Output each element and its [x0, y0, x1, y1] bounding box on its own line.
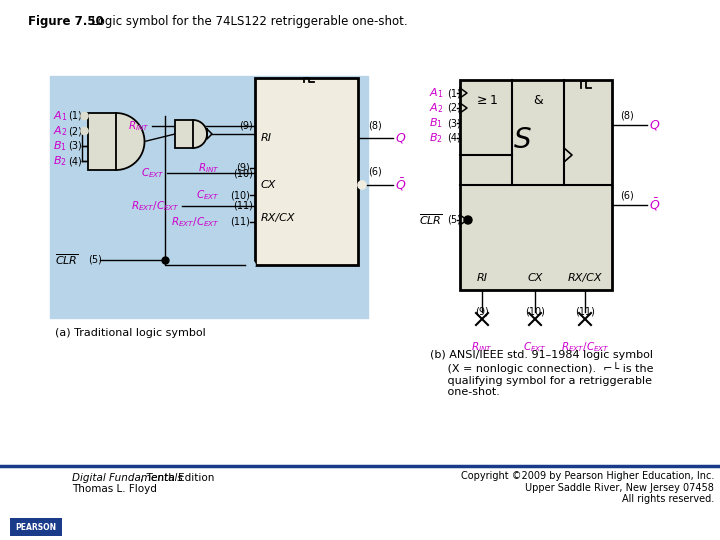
Text: &: & [533, 93, 543, 106]
Circle shape [247, 261, 255, 269]
Text: CX: CX [261, 180, 276, 190]
Polygon shape [116, 113, 145, 170]
Text: (10): (10) [230, 190, 250, 200]
Text: (1): (1) [447, 88, 461, 98]
Text: Digital Fundamentals: Digital Fundamentals [72, 473, 183, 483]
Text: RI: RI [477, 273, 487, 283]
Text: $R_{EXT}/C_{EXT}$: $R_{EXT}/C_{EXT}$ [171, 215, 220, 229]
Text: (11): (11) [230, 217, 250, 227]
Text: (5): (5) [447, 215, 461, 225]
Text: PEARSON: PEARSON [15, 523, 57, 531]
Text: Logic symbol for the 74LS122 retriggerable one-shot.: Logic symbol for the 74LS122 retriggerab… [84, 15, 408, 28]
Bar [175, 120, 193, 148]
Text: (8): (8) [620, 110, 634, 120]
Text: (9): (9) [236, 163, 250, 173]
Text: (10): (10) [233, 168, 253, 178]
Bar [255, 78, 358, 265]
Text: , Tenth Edition: , Tenth Edition [140, 473, 215, 483]
Bar [50, 76, 368, 318]
Text: $B_2$: $B_2$ [53, 154, 67, 168]
Text: $B_1$: $B_1$ [429, 116, 443, 130]
Text: (b) ANSI/IEEE std. 91–1984 logic symbol
     (X = nonlogic connection).  ⌐└ is t: (b) ANSI/IEEE std. 91–1984 logic symbol … [430, 350, 654, 397]
Text: $B_1$: $B_1$ [53, 139, 67, 153]
Text: $R_{EXT}/C_{EXT}$: $R_{EXT}/C_{EXT}$ [131, 199, 180, 213]
Text: $\overline{CLR}$: $\overline{CLR}$ [55, 253, 78, 267]
Text: $\bar{Q}$: $\bar{Q}$ [395, 177, 406, 193]
Text: $A_1$: $A_1$ [53, 109, 68, 123]
Text: (9): (9) [239, 121, 253, 131]
Text: (6): (6) [620, 190, 634, 200]
Circle shape [81, 112, 88, 119]
Bar [88, 113, 116, 170]
Text: (4): (4) [447, 133, 461, 143]
Text: RX/CX: RX/CX [568, 273, 602, 283]
Text: $R_{INT}$: $R_{INT}$ [471, 340, 493, 354]
Text: $Q$: $Q$ [395, 131, 406, 145]
Text: (8): (8) [368, 120, 382, 130]
Text: $\geq$1: $\geq$1 [474, 93, 498, 106]
Circle shape [464, 216, 472, 224]
Text: $A_2$: $A_2$ [53, 124, 68, 138]
Text: (11): (11) [575, 307, 595, 317]
Text: $\overline{CLR}$: $\overline{CLR}$ [419, 213, 443, 227]
Text: (3): (3) [447, 118, 461, 128]
Text: $C_{EXT}$: $C_{EXT}$ [141, 166, 165, 180]
Text: RX/CX: RX/CX [261, 213, 295, 223]
Text: $A_1$: $A_1$ [428, 86, 443, 100]
Text: (2): (2) [447, 103, 461, 113]
Circle shape [358, 181, 366, 189]
Text: Thomas L. Floyd: Thomas L. Floyd [72, 484, 157, 494]
Text: (10): (10) [525, 307, 545, 317]
Polygon shape [193, 120, 207, 148]
Circle shape [81, 127, 88, 134]
Text: $R_{INT}$: $R_{INT}$ [198, 161, 220, 175]
Text: $A_2$: $A_2$ [428, 101, 443, 115]
Text: (3): (3) [68, 141, 82, 151]
Text: CX: CX [527, 273, 543, 283]
Text: RI: RI [261, 133, 272, 143]
Text: (5): (5) [88, 255, 102, 265]
Text: $\mathit{S}$: $\mathit{S}$ [513, 126, 531, 154]
Text: (2): (2) [68, 126, 82, 136]
Text: (9): (9) [475, 307, 489, 317]
Text: $B_2$: $B_2$ [429, 131, 443, 145]
Text: $C_{EXT}$: $C_{EXT}$ [197, 188, 220, 202]
Bar [10, 518, 62, 536]
Text: Figure 7.50: Figure 7.50 [28, 15, 104, 28]
Text: $R_{INT}$: $R_{INT}$ [128, 119, 150, 133]
Text: $\bar{Q}$: $\bar{Q}$ [649, 197, 660, 213]
Bar [460, 80, 612, 290]
Text: $Q$: $Q$ [649, 118, 660, 132]
Text: (1): (1) [68, 111, 82, 121]
Text: Copyright ©2009 by Pearson Higher Education, Inc.
Upper Saddle River, New Jersey: Copyright ©2009 by Pearson Higher Educat… [461, 471, 714, 504]
Text: (a) Traditional logic symbol: (a) Traditional logic symbol [55, 328, 206, 338]
Text: $R_{EXT}/C_{EXT}$: $R_{EXT}/C_{EXT}$ [561, 340, 609, 354]
Text: (6): (6) [368, 167, 382, 177]
Text: (4): (4) [68, 156, 82, 166]
Text: $C_{EXT}$: $C_{EXT}$ [523, 340, 547, 354]
Text: (11): (11) [233, 201, 253, 211]
